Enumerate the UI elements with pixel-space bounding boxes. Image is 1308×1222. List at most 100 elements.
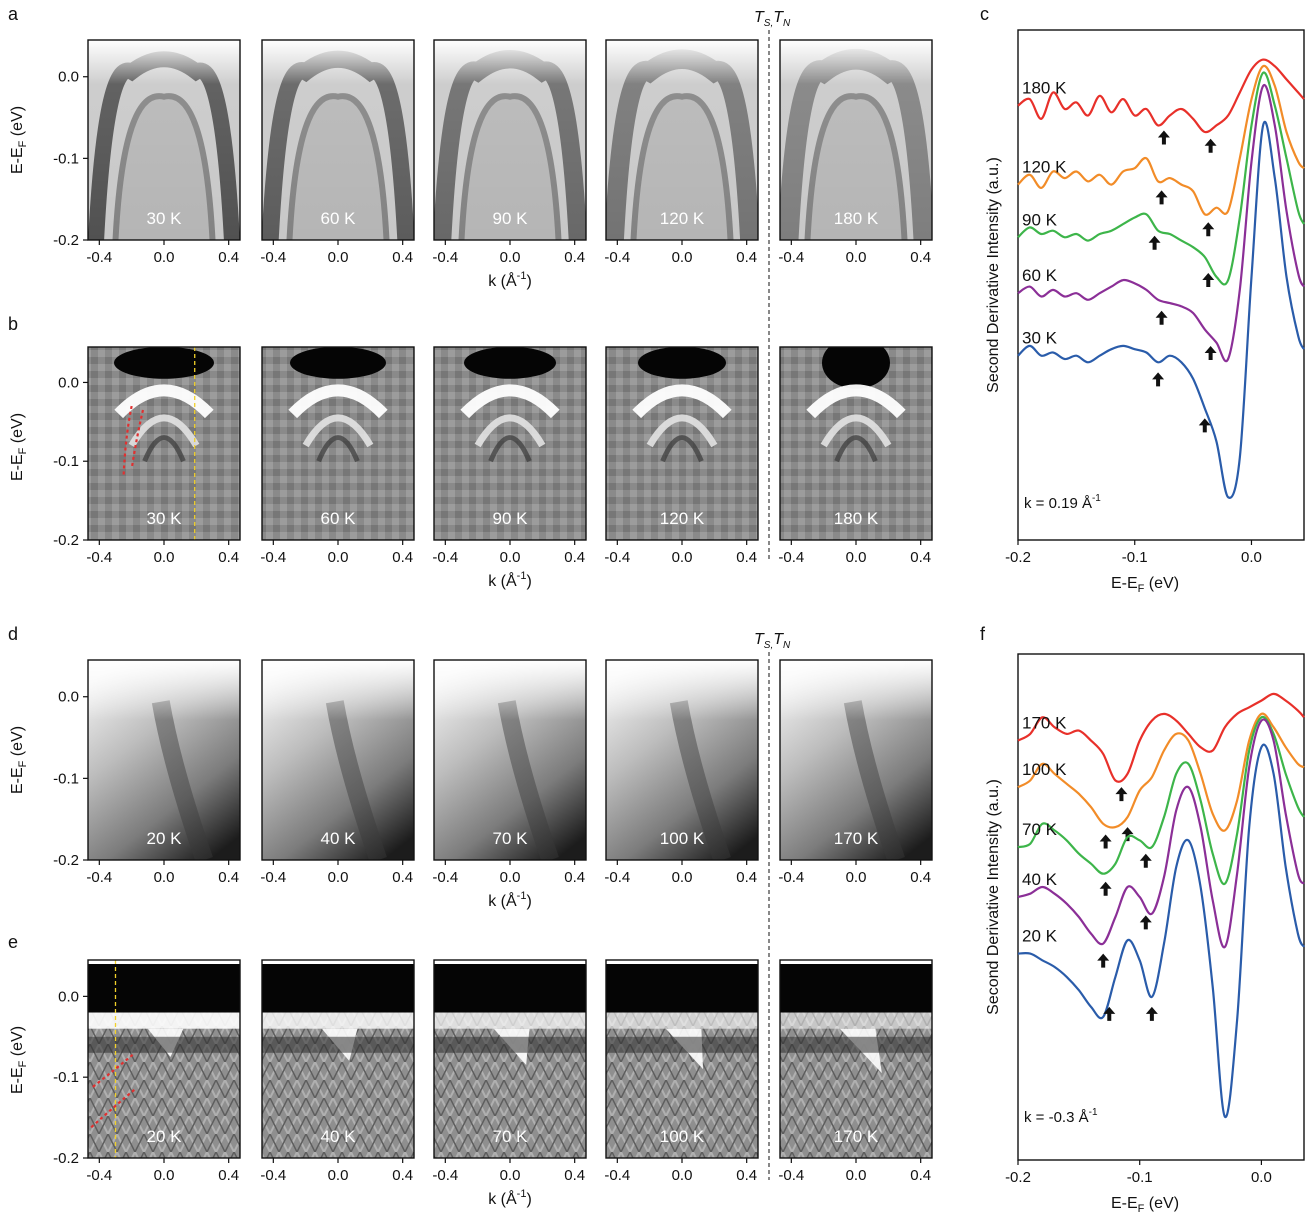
series-line-60k [1017,83,1305,363]
x-tick-label: 0.0 [672,549,693,566]
dispersion-marker-1 [122,405,133,478]
image-panel-a-3: 90 K -0.4 0.0 0.4 [432,39,587,266]
white-band [88,1012,240,1029]
x-tick-label: -0.4 [778,869,804,886]
arpes-image-rows: E-EF (eV) 0.0 -0.1 -0.2 30 K -0.4 0.0 0.4 60 K -0… [9,39,933,1208]
x-tick-label: -0.4 [778,549,804,566]
temperature-label: 180 K [834,209,879,228]
up-arrow-icon [1097,953,1110,968]
series-label: 100 K [1022,760,1067,779]
x-tick-label: 0.0 [154,549,175,566]
x-tick-label: 0.4 [910,549,931,566]
x-tick-label: 0.0 [328,249,349,266]
series-label: 30 K [1022,329,1058,348]
x-tick-label: 0.4 [392,869,413,886]
temperature-label: 100 K [660,829,705,848]
fermi-cutoff [434,40,586,240]
dark-stripe [780,1036,932,1053]
x-tick-label: 0.0 [1241,549,1262,566]
x-tick-label: 0.0 [1251,1169,1272,1186]
dark-stripe [434,1036,586,1053]
dark-lobe [638,347,726,379]
spectrum-background [434,347,586,540]
white-band [434,1012,586,1029]
temperature-label: 170 K [834,1127,879,1146]
image-panel-e-5: 170 K -0.4 0.0 0.4 [778,959,933,1184]
temperature-label: 60 K [321,209,357,228]
y-tick-label: -0.1 [53,453,79,470]
white-band-outer [114,384,214,419]
image-panel-b-2: 60 K -0.4 0.0 0.4 [260,346,415,566]
y-tick-label: 0.0 [58,689,79,706]
dark-band-inner [660,435,704,463]
x-tick-label: -0.4 [604,249,630,266]
x-tick-label: 0.0 [672,249,693,266]
image-panel-a-4: 120 K -0.4 0.0 0.4 [604,39,759,266]
spectrum-background [88,347,240,540]
energy-axis-label-d: E-EF (eV) [9,726,29,794]
up-arrow-icon [1115,787,1128,802]
up-arrow-icon [1145,1006,1158,1021]
energy-axis-label-a: E-EF (eV) [9,106,29,174]
series-line-170k [1017,692,1305,783]
up-arrow-icon [1121,827,1134,842]
k-axis-label: k (Å-1) [488,890,532,910]
top-strip [88,960,240,964]
series-line-90k [1017,71,1306,286]
fermi-cutoff [88,660,240,860]
x-tick-label: -0.4 [604,869,630,886]
top-strip [780,960,932,964]
x-tick-label: -0.4 [260,1167,286,1184]
series-label: 180 K [1022,79,1067,98]
temperature-label: 30 K [147,509,183,528]
x-tick-label: -0.4 [604,549,630,566]
white-band-outer [632,384,732,419]
x-tick-label: -0.2 [1005,549,1031,566]
y-tick-label: -0.2 [53,232,79,249]
temperature-label: 20 K [147,829,183,848]
series-label: 20 K [1022,927,1058,946]
fermi-cutoff [88,40,240,240]
image-panel-a-1: 30 K -0.4 0.0 0.4 [86,39,241,266]
fermi-cutoff [262,40,414,240]
momentum-annotation: k = 0.19 Å-1 [1024,493,1101,512]
intensity-axis-label: Second Derivative Intensity (a.u.) [985,779,1002,1015]
x-tick-label: -0.4 [86,869,112,886]
x-tick-label: -0.4 [432,249,458,266]
series-label: 170 K [1022,714,1067,733]
image-panel-e-3: 70 K -0.4 0.0 0.4 [432,959,587,1184]
image-panel-b-1: 30 K -0.4 0.0 0.4 [86,346,241,566]
image-panel-b-5: 180 K -0.4 0.0 0.4 [778,346,933,566]
white-band-outer [806,384,906,419]
x-tick-label: 0.4 [910,1167,931,1184]
y-tick-label: -0.1 [53,770,79,787]
temperature-label: 120 K [660,209,705,228]
up-arrow-icon [1103,1006,1116,1021]
series-line-30k [1017,121,1306,499]
x-tick-label: 0.4 [564,869,585,886]
y-tick-label: 0.0 [58,69,79,86]
x-tick-label: 0.4 [564,249,585,266]
x-tick-label: -0.4 [260,249,286,266]
up-arrow-icon [1198,418,1211,433]
x-tick-label: -0.4 [778,249,804,266]
x-tick-label: 0.0 [500,1167,521,1184]
y-tick-label: 0.0 [58,374,79,391]
energy-axis-label-c: E-EF (eV) [1111,575,1179,595]
x-tick-label: 0.4 [736,249,757,266]
x-tick-label: 0.4 [910,869,931,886]
up-arrow-icon [1204,346,1217,360]
y-tick-label: 0.0 [58,988,79,1005]
fermi-cutoff [262,660,414,860]
edc-panel-c: 180 K 120 K 90 K 60 K 30 K -0.2 -0.1 0.0 k = 0.1… [985,29,1306,595]
x-tick-label: 0.0 [846,249,867,266]
x-tick-label: 0.4 [910,249,931,266]
momentum-annotation: k = -0.3 Å-1 [1024,1107,1098,1126]
row-b: E-EF (eV) 0.0 -0.1 -0.2 30 K -0.4 0.0 0.4 60 K -0… [9,346,933,590]
image-panel-e-2: 40 K -0.4 0.0 0.4 [260,959,415,1184]
x-tick-label: 0.0 [846,1167,867,1184]
transition-label-bottom: TS,TN [754,631,791,651]
image-panel-d-5: 170 K -0.4 0.0 0.4 [778,659,933,886]
temperature-label: 170 K [834,829,879,848]
spectrum-background [262,347,414,540]
